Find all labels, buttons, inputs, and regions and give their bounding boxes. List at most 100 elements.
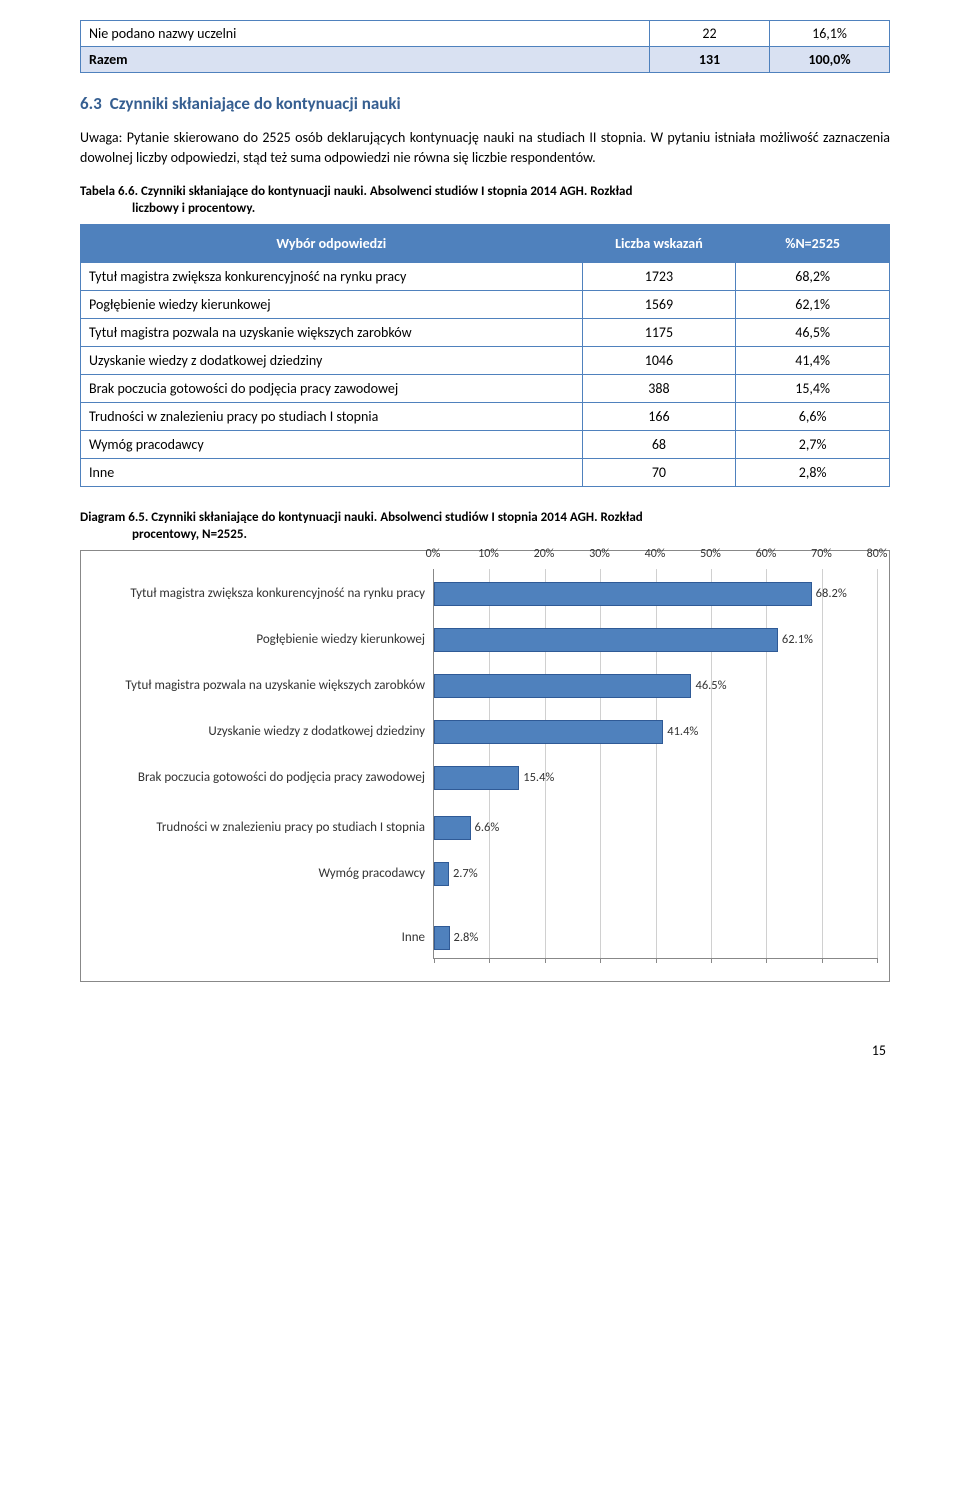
cell-count: 388	[582, 374, 736, 402]
section-title: Czynniki skłaniające do kontynuacji nauk…	[110, 93, 401, 114]
chart-bar	[434, 766, 519, 790]
chart-y-label: Inne	[93, 917, 433, 959]
cell-label: Uzyskanie wiedzy z dodatkowej dziedziny	[81, 346, 583, 374]
chart-bar-row: 15.4%	[434, 753, 877, 803]
chart-y-label: Brak poczucia gotowości do podjęcia prac…	[93, 753, 433, 803]
chart-x-tick-label: 50%	[700, 547, 721, 561]
table-header-row: Wybór odpowiedzi Liczba wskazań %N=2525	[81, 224, 890, 262]
cell-label: Wymóg pracodawcy	[81, 430, 583, 458]
cell-count: 131	[650, 47, 770, 73]
cell-pct: 15,4%	[736, 374, 890, 402]
cell-pct: 2,8%	[736, 458, 890, 486]
diagram-caption: Diagram 6.5. Czynniki skłaniające do kon…	[80, 509, 890, 544]
cell-pct: 62,1%	[736, 290, 890, 318]
chart-tick-mark	[877, 958, 878, 963]
chart-bar-value: 62.1%	[782, 632, 813, 647]
chart-bar-row: 62.1%	[434, 619, 877, 661]
chart-bar-value: 46.5%	[695, 678, 726, 693]
chart-gridline	[877, 569, 878, 958]
cell-pct: 46,5%	[736, 318, 890, 346]
cell-label: Tytuł magistra zwiększa konkurencyjność …	[81, 262, 583, 290]
page-number: 15	[80, 1042, 890, 1059]
table-row: Trudności w znalezieniu pracy po studiac…	[81, 402, 890, 430]
chart-x-tick-label: 40%	[645, 547, 666, 561]
cell-count: 1723	[582, 262, 736, 290]
col-header: Wybór odpowiedzi	[81, 224, 583, 262]
chart-bar-value: 68.2%	[816, 586, 847, 601]
chart-bar-row: 68.2%	[434, 569, 877, 619]
cell-count: 166	[582, 402, 736, 430]
cell-label: Nie podano nazwy uczelni	[81, 21, 650, 47]
table-row: Brak poczucia gotowości do podjęcia prac…	[81, 374, 890, 402]
cell-pct: 68,2%	[736, 262, 890, 290]
chart-bar	[434, 628, 778, 652]
chart-y-label: Tytuł magistra zwiększa konkurencyjność …	[93, 569, 433, 619]
caption-lead: Tabela 6.6. Czynniki skłaniające do kont…	[80, 184, 632, 199]
chart-bar-row: 41.4%	[434, 711, 877, 753]
chart-bar-value: 15.4%	[523, 770, 554, 785]
chart-y-label: Wymóg pracodawcy	[93, 853, 433, 895]
paragraph: Uwaga: Pytanie skierowano do 2525 osób d…	[80, 128, 890, 169]
cell-pct: 16,1%	[770, 21, 890, 47]
table-row: Wymóg pracodawcy682,7%	[81, 430, 890, 458]
section-number: 6.3	[80, 93, 102, 114]
caption-rest: procentowy, N=2525.	[80, 526, 890, 544]
chart-bar	[434, 582, 812, 606]
chart-bar	[434, 816, 471, 840]
chart-x-tick-label: 30%	[589, 547, 610, 561]
chart-bar-row: 6.6%	[434, 803, 877, 853]
chart-bar-value: 2.8%	[454, 930, 479, 945]
chart-y-label: Uzyskanie wiedzy z dodatkowej dziedziny	[93, 711, 433, 753]
table-row: Tytuł magistra pozwala na uzyskanie więk…	[81, 318, 890, 346]
cell-pct: 6,6%	[736, 402, 890, 430]
chart-bar-value: 2.7%	[453, 866, 478, 881]
cell-pct: 100,0%	[770, 47, 890, 73]
chart-bar-row: 46.5%	[434, 661, 877, 711]
chart-y-label: Trudności w znalezieniu pracy po studiac…	[93, 803, 433, 853]
table-caption: Tabela 6.6. Czynniki skłaniające do kont…	[80, 183, 890, 218]
cell-count: 68	[582, 430, 736, 458]
chart-x-tick-label: 0%	[426, 547, 441, 561]
cell-label: Razem	[81, 47, 650, 73]
chart-y-label: Tytuł magistra pozwala na uzyskanie więk…	[93, 661, 433, 711]
table-row: Uzyskanie wiedzy z dodatkowej dziedziny1…	[81, 346, 890, 374]
table-total-row: Razem 131 100,0%	[81, 47, 890, 73]
chart-container: Tytuł magistra zwiększa konkurencyjność …	[80, 550, 890, 982]
cell-count: 1175	[582, 318, 736, 346]
cell-label: Brak poczucia gotowości do podjęcia prac…	[81, 374, 583, 402]
table-row: Inne702,8%	[81, 458, 890, 486]
chart-y-label: Pogłębienie wiedzy kierunkowej	[93, 619, 433, 661]
chart-bar	[434, 674, 691, 698]
cell-label: Inne	[81, 458, 583, 486]
table-row: Nie podano nazwy uczelni 22 16,1%	[81, 21, 890, 47]
chart-bar-row: 2.8%	[434, 917, 877, 959]
cell-pct: 2,7%	[736, 430, 890, 458]
chart-x-tick-label: 20%	[534, 547, 555, 561]
chart-plot-area: 68.2% 62.1% 46.5% 41.4% 15.4% 6.6% 2.7% 2.8%	[433, 569, 877, 959]
chart-plot: 0%10%20%30%40%50%60%70%80% 68.2%62.1%46.…	[433, 569, 877, 959]
chart-y-labels: Tytuł magistra zwiększa konkurencyjność …	[93, 569, 433, 959]
caption-lead: Diagram 6.5. Czynniki skłaniające do kon…	[80, 510, 643, 525]
chart-bar	[434, 862, 449, 886]
cell-pct: 41,4%	[736, 346, 890, 374]
cell-count: 70	[582, 458, 736, 486]
top-table: Nie podano nazwy uczelni 22 16,1% Razem …	[80, 20, 890, 73]
cell-count: 22	[650, 21, 770, 47]
cell-count: 1046	[582, 346, 736, 374]
chart-bar	[434, 720, 663, 744]
chart-bar	[434, 926, 450, 950]
cell-label: Tytuł magistra pozwala na uzyskanie więk…	[81, 318, 583, 346]
chart-x-tick-label: 70%	[811, 547, 832, 561]
main-table: Wybór odpowiedzi Liczba wskazań %N=2525 …	[80, 224, 890, 487]
cell-label: Trudności w znalezieniu pracy po studiac…	[81, 402, 583, 430]
chart-x-tick-label: 60%	[756, 547, 777, 561]
col-header: Liczba wskazań	[582, 224, 736, 262]
caption-rest: liczbowy i procentowy.	[80, 200, 890, 218]
cell-count: 1569	[582, 290, 736, 318]
chart-x-tick-label: 10%	[478, 547, 499, 561]
col-header: %N=2525	[736, 224, 890, 262]
chart-bar-value: 41.4%	[667, 724, 698, 739]
cell-label: Pogłębienie wiedzy kierunkowej	[81, 290, 583, 318]
table-row: Tytuł magistra zwiększa konkurencyjność …	[81, 262, 890, 290]
section-heading: 6.3 Czynniki skłaniające do kontynuacji n…	[80, 93, 890, 114]
